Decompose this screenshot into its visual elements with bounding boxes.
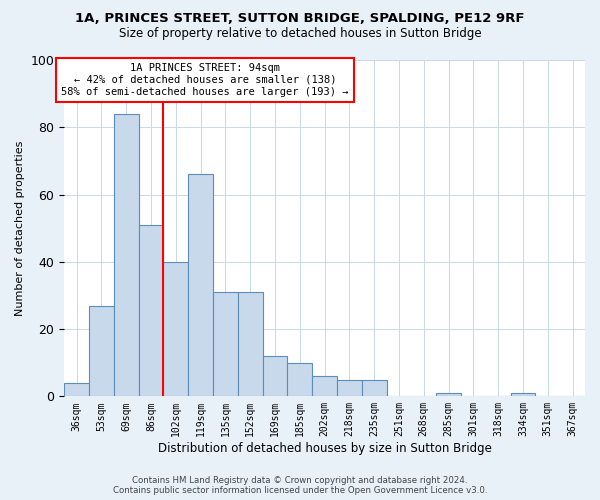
Bar	[89, 306, 114, 396]
Bar	[238, 292, 263, 397]
Bar	[436, 393, 461, 396]
Bar	[287, 362, 312, 396]
Bar	[213, 292, 238, 397]
Text: 1A, PRINCES STREET, SUTTON BRIDGE, SPALDING, PE12 9RF: 1A, PRINCES STREET, SUTTON BRIDGE, SPALD…	[75, 12, 525, 26]
Bar	[263, 356, 287, 397]
Bar	[312, 376, 337, 396]
Bar	[188, 174, 213, 396]
Text: 1A PRINCES STREET: 94sqm
← 42% of detached houses are smaller (138)
58% of semi-: 1A PRINCES STREET: 94sqm ← 42% of detach…	[61, 64, 349, 96]
Bar	[139, 225, 163, 396]
Bar	[163, 262, 188, 396]
X-axis label: Distribution of detached houses by size in Sutton Bridge: Distribution of detached houses by size …	[158, 442, 491, 455]
Text: Contains HM Land Registry data © Crown copyright and database right 2024.
Contai: Contains HM Land Registry data © Crown c…	[113, 476, 487, 495]
Text: Size of property relative to detached houses in Sutton Bridge: Size of property relative to detached ho…	[119, 28, 481, 40]
Bar	[114, 114, 139, 397]
Bar	[64, 383, 89, 396]
Bar	[337, 380, 362, 396]
Bar	[362, 380, 386, 396]
Y-axis label: Number of detached properties: Number of detached properties	[15, 140, 25, 316]
Bar	[511, 393, 535, 396]
